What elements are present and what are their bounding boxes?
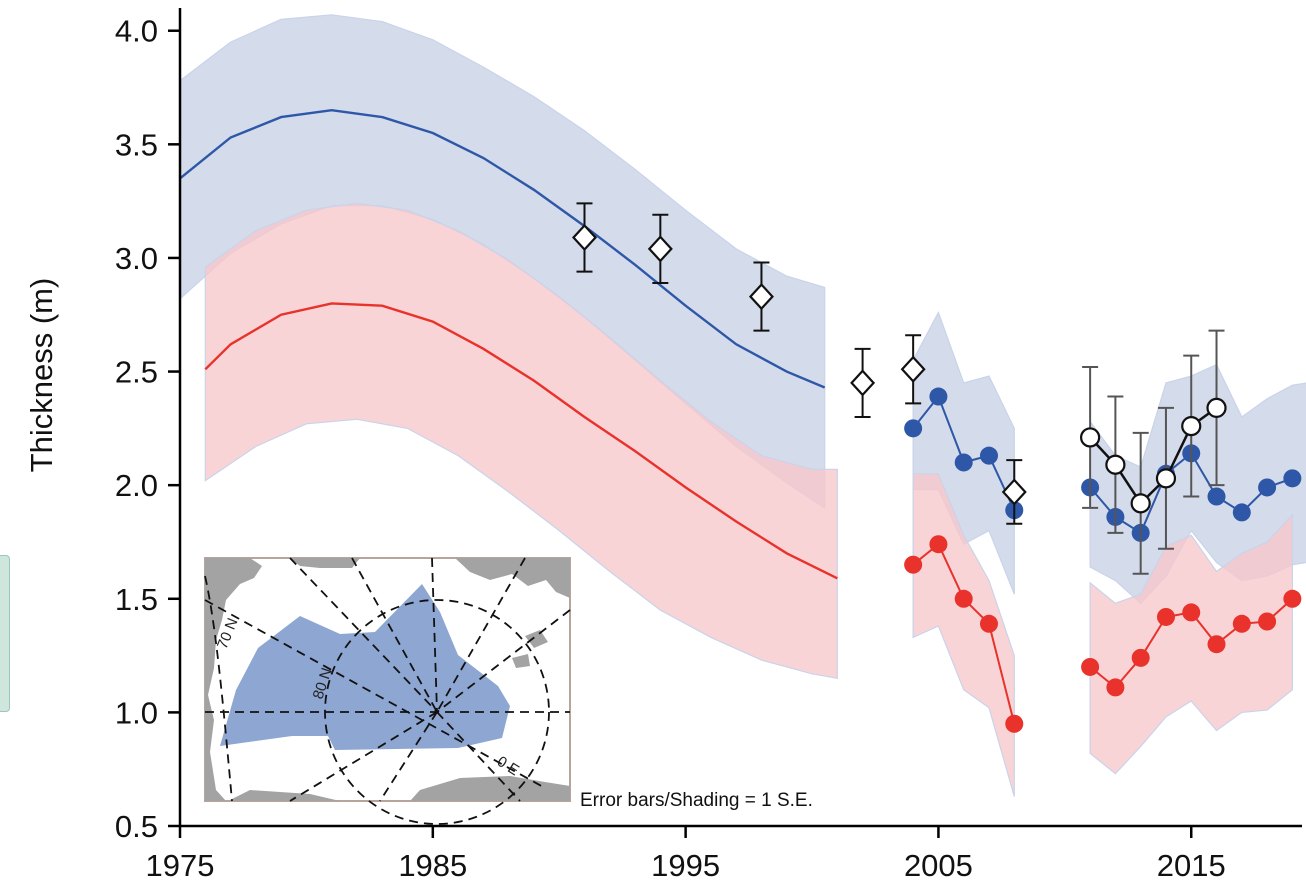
y-tick-label: 3.5 xyxy=(115,127,158,162)
open-circle-marker xyxy=(1130,493,1151,514)
diamond-marker xyxy=(850,369,876,397)
x-tick-label: 2005 xyxy=(904,848,973,883)
blue-observation-point xyxy=(1283,469,1302,488)
y-tick-label: 4.0 xyxy=(115,14,158,49)
diamond-marker xyxy=(900,355,926,383)
inset-map-graticule xyxy=(204,557,571,825)
x-tick-label: 2015 xyxy=(1157,848,1226,883)
side-panel-tab xyxy=(0,555,10,712)
blue-observation-point xyxy=(1258,478,1277,497)
y-tick-label: 2.0 xyxy=(115,468,158,503)
red-observation-point xyxy=(1156,607,1175,626)
y-tick-label: 3.0 xyxy=(115,241,158,276)
diamond-marker xyxy=(1001,478,1027,506)
tick-marks: 0.5 1.0 1.5 2.0 2.5 3.0 3.5 4.0 1975 1985 1995 2005… xyxy=(115,14,1226,883)
blue-observation-point xyxy=(1207,487,1226,506)
blue-observation-point xyxy=(929,387,948,406)
red-observation-point xyxy=(1106,678,1125,697)
y-tick-label: 1.0 xyxy=(115,695,158,730)
open-circle-marker xyxy=(1105,454,1126,475)
red-observation-point xyxy=(979,614,998,633)
red-observation-point xyxy=(929,535,948,554)
red-uncertainty-band xyxy=(912,473,1015,797)
diamond-marker xyxy=(572,223,597,252)
red-observation-point xyxy=(1207,635,1226,654)
red-uncertainty-band xyxy=(204,202,838,680)
x-tick-label: 1985 xyxy=(398,848,467,883)
diamond-marker xyxy=(748,282,774,311)
red-observation-point xyxy=(954,589,973,608)
y-tick-label: 0.5 xyxy=(115,809,158,844)
red-observation-point xyxy=(1182,603,1201,622)
inset-map: 70 N 80 N 0 E xyxy=(204,557,571,825)
red-model-line xyxy=(204,302,838,580)
x-tick-label: 1995 xyxy=(651,848,720,883)
y-axis-label: Thickness (m) xyxy=(24,278,59,473)
model-lines xyxy=(179,108,838,580)
open-circle-marker xyxy=(1080,427,1101,448)
observation-points xyxy=(572,202,1302,733)
x-tick-label: 1975 xyxy=(146,848,215,883)
red-observation-point xyxy=(1283,589,1302,608)
red-observation-point xyxy=(1081,657,1100,676)
open-circle-marker xyxy=(1206,397,1227,419)
blue-observation-point xyxy=(979,446,998,465)
y-tick-label: 1.5 xyxy=(115,582,158,617)
red-observation-point xyxy=(1005,714,1024,733)
y-tick-label: 2.5 xyxy=(115,355,158,390)
red-observation-point xyxy=(1131,648,1150,667)
error-note: Error bars/Shading = 1 S.E. xyxy=(580,790,813,811)
blue-model-line xyxy=(179,108,826,389)
open-circle-marker xyxy=(1181,415,1202,437)
blue-observation-point xyxy=(904,419,923,438)
blue-observation-point xyxy=(1232,503,1251,522)
red-observation-point xyxy=(904,555,923,574)
red-observation-point xyxy=(1232,614,1251,633)
open-circle-marker xyxy=(1155,468,1177,489)
red-observation-point xyxy=(1258,612,1277,631)
inset-map-land xyxy=(205,558,570,801)
uncertainty-bands xyxy=(179,14,1306,797)
blue-observation-point xyxy=(954,453,973,472)
diamond-marker xyxy=(647,235,673,263)
